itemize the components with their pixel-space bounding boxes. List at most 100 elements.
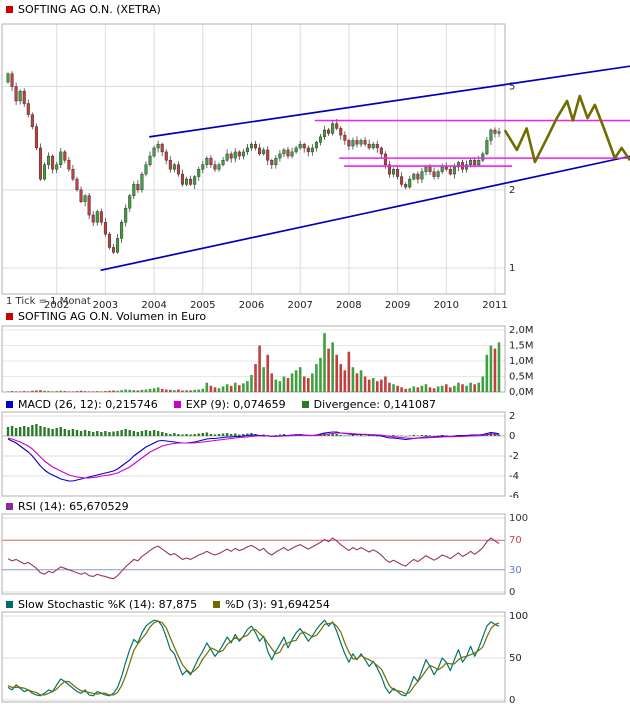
stoch-tick-label: 0 bbox=[509, 695, 515, 706]
divergence-bar bbox=[59, 427, 62, 436]
volume-bar bbox=[71, 391, 75, 392]
volume-bar bbox=[10, 391, 14, 392]
candle-body bbox=[245, 147, 249, 153]
volume-bar bbox=[444, 384, 448, 392]
divergence-bar bbox=[23, 426, 26, 436]
volume-bar bbox=[266, 354, 270, 392]
candle-body bbox=[343, 134, 347, 141]
candle-body bbox=[302, 143, 306, 149]
candle-body bbox=[469, 160, 473, 165]
volume-bar bbox=[453, 385, 456, 392]
year-label: 2006 bbox=[239, 300, 264, 310]
macd-chart-canvas[interactable]: 2 0 -2 -4 -6 bbox=[0, 410, 630, 498]
candle-body bbox=[489, 129, 493, 141]
stochastic-chart-canvas[interactable]: 100 50 0 bbox=[0, 610, 630, 708]
volume-tick-label: 0,5M bbox=[509, 372, 534, 383]
divergence-bar bbox=[331, 433, 334, 436]
candle-body bbox=[217, 164, 221, 170]
candle-body bbox=[440, 166, 444, 172]
divergence-bar bbox=[359, 435, 363, 436]
volume-bar bbox=[254, 364, 257, 392]
divergence-bar bbox=[424, 435, 428, 436]
candle-body bbox=[237, 151, 241, 157]
divergence-bar bbox=[355, 435, 359, 436]
volume-bar bbox=[335, 354, 338, 392]
volume-bar bbox=[6, 391, 10, 392]
candle-body bbox=[156, 143, 160, 149]
volume-bar bbox=[416, 387, 420, 392]
divergence-bar bbox=[347, 435, 351, 436]
candle-body bbox=[379, 147, 383, 155]
rsi-chart-canvas[interactable]: 100 70 30 0 bbox=[0, 512, 630, 596]
divergence-bar bbox=[148, 431, 152, 436]
volume-bar bbox=[132, 390, 136, 392]
candle-body bbox=[221, 160, 225, 165]
divergence-bar bbox=[428, 435, 432, 436]
volume-bar bbox=[213, 387, 217, 392]
price-panel-title: SOFTING AG O.N. (XETRA) bbox=[18, 3, 161, 16]
volume-bar bbox=[18, 391, 22, 392]
candle-body bbox=[107, 233, 111, 248]
divergence-bar bbox=[351, 435, 355, 436]
divergence-bar bbox=[229, 434, 233, 436]
candle-body bbox=[314, 142, 318, 149]
divergence-bar bbox=[181, 434, 184, 436]
volume-bar bbox=[104, 391, 107, 392]
candle-body bbox=[116, 238, 120, 253]
volume-bar bbox=[331, 342, 334, 392]
candle-body bbox=[347, 140, 351, 147]
volume-bar bbox=[250, 374, 253, 392]
volume-marker-icon bbox=[6, 313, 13, 320]
divergence-bar bbox=[246, 433, 249, 436]
volume-bar bbox=[347, 351, 351, 392]
divergence-bar bbox=[205, 432, 209, 436]
candle-body bbox=[67, 160, 71, 170]
price-chart-canvas[interactable]: 2002 2003 2004 2005 2006 2007 2008 2009 2010 2011… bbox=[0, 18, 630, 310]
candle-body bbox=[22, 90, 26, 104]
candle-body bbox=[180, 173, 184, 185]
candle-body bbox=[387, 164, 391, 175]
stoch-d-line bbox=[7, 620, 500, 696]
volume-bar bbox=[392, 384, 395, 392]
macd-legend-item: MACD (26, 12): 0,215746 bbox=[6, 398, 158, 411]
volume-bar bbox=[457, 382, 460, 392]
volume-chart-canvas[interactable]: 2,0M 1,5M 1,0M 0,5M 0,0M bbox=[0, 324, 630, 396]
candle-body bbox=[420, 171, 424, 180]
volume-tick-label: 1,5M bbox=[509, 341, 534, 352]
divergence-bar bbox=[92, 432, 95, 436]
macd-tick-label: -6 bbox=[509, 491, 519, 498]
volume-bar bbox=[221, 386, 225, 392]
candle-body bbox=[306, 147, 310, 153]
volume-bar bbox=[375, 381, 379, 392]
candle-body bbox=[10, 73, 14, 87]
volume-bar bbox=[481, 376, 485, 392]
projection-zigzag-line bbox=[503, 94, 630, 164]
volume-bar bbox=[238, 385, 241, 392]
divergence-bar bbox=[108, 432, 111, 436]
divergence-bar bbox=[51, 429, 54, 436]
divergence-bar bbox=[400, 435, 403, 436]
candle-body bbox=[375, 143, 379, 149]
macd-legend-label: MACD (26, 12): 0,215746 bbox=[18, 398, 158, 411]
volume-bar bbox=[282, 376, 286, 392]
volume-bar bbox=[164, 389, 168, 392]
candle-body bbox=[465, 164, 469, 170]
volume-bar bbox=[371, 378, 375, 392]
candle-body bbox=[103, 222, 107, 235]
candle-body bbox=[371, 143, 375, 149]
exp-marker-icon bbox=[173, 401, 181, 408]
divergence-bar bbox=[87, 431, 91, 436]
candle-body bbox=[331, 123, 335, 134]
candle-body bbox=[30, 114, 34, 127]
price-tick-label: 1 bbox=[509, 263, 515, 274]
volume-bar bbox=[465, 385, 468, 392]
candle-body bbox=[112, 247, 116, 253]
candle-body bbox=[254, 143, 258, 149]
volume-bar bbox=[120, 390, 123, 392]
volume-bar bbox=[148, 388, 152, 392]
candle-body bbox=[327, 129, 331, 134]
volume-bar bbox=[380, 379, 383, 392]
divergence-bar bbox=[221, 433, 225, 436]
volume-bar bbox=[343, 370, 347, 392]
volume-bar bbox=[87, 391, 91, 392]
